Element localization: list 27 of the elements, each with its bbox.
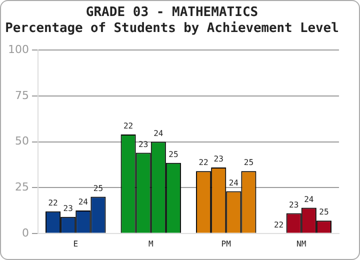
text: 24 xyxy=(228,178,238,188)
series-label: 24 xyxy=(78,198,88,207)
y-tick-label: 75 xyxy=(14,88,29,102)
chart-title: GRADE 03 - MATHEMATICS xyxy=(86,5,258,20)
x-tick-label: NM xyxy=(296,239,306,248)
text: 23 xyxy=(214,154,224,164)
series-label: 23 xyxy=(63,204,74,213)
text: 22 xyxy=(198,158,208,168)
y-tick-label: 50 xyxy=(14,134,29,148)
x-tick-label: M xyxy=(148,239,154,248)
text: 25 xyxy=(168,150,178,159)
y-tick-label: 0 xyxy=(22,226,29,240)
y-tick-label: 25 xyxy=(14,180,29,194)
text: 23 xyxy=(138,140,148,149)
x-tick-label: PM xyxy=(221,239,232,248)
chart-subtitle: Percentage of Students by Achievement Level xyxy=(5,20,339,36)
text: 23 xyxy=(289,200,299,210)
series-label: 22 xyxy=(48,198,58,208)
text: 22 xyxy=(274,220,284,230)
y-tick-label: 100 xyxy=(8,43,29,56)
series-label: 25 xyxy=(93,184,104,193)
text: 25 xyxy=(244,158,254,168)
text: 24 xyxy=(154,128,164,138)
text: 22 xyxy=(123,122,134,131)
x-tick-label: E xyxy=(73,239,78,248)
text: 25 xyxy=(319,208,329,217)
text: 24 xyxy=(304,194,314,204)
